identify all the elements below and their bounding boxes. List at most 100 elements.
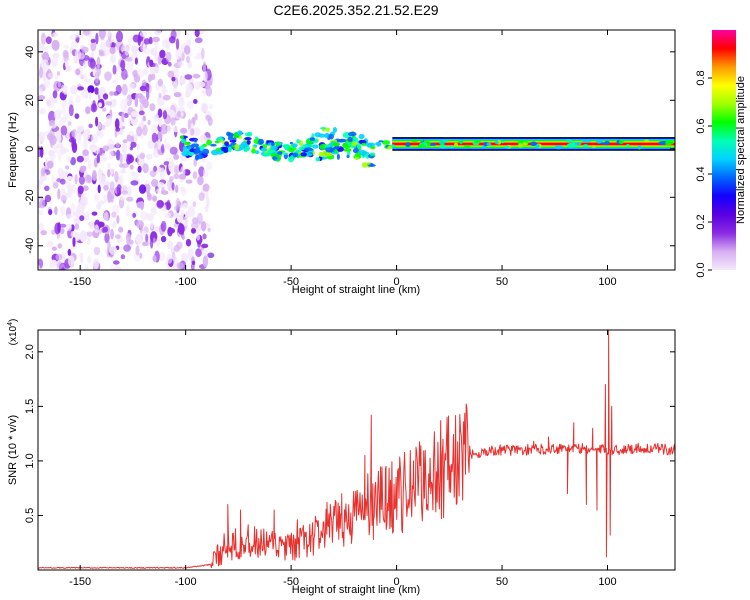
spectrogram-noise-blob xyxy=(202,183,210,192)
spectrogram-signal-blob xyxy=(391,144,395,148)
spectrogram-noise-blob xyxy=(85,211,89,222)
spectrogram-noise-blob xyxy=(63,112,69,121)
spectrogram-signal-blob xyxy=(378,140,384,143)
spectrogram-signal-blob xyxy=(361,142,367,146)
spectrogram-noise-blob xyxy=(190,128,195,136)
spectrogram-noise-blob xyxy=(115,84,122,95)
spectrogram-noise-blob xyxy=(79,230,88,243)
spectrogram-signal-blob xyxy=(304,147,314,151)
spectrogram-noise-blob xyxy=(84,94,89,99)
spectrogram-noise-blob xyxy=(140,102,144,113)
spectrogram-noise-blob xyxy=(126,134,132,142)
spectrogram-noise-blob xyxy=(168,160,175,173)
spectrogram-noise-blob xyxy=(194,30,200,38)
spectrogram-noise-blob xyxy=(52,90,58,99)
snr-x-ticks: -150 -100 -50 0 50 100 xyxy=(69,330,617,588)
spectrogram-noise-blob xyxy=(109,245,117,255)
spectrogram-noise-blob xyxy=(160,220,167,232)
spectrogram-noise-blob xyxy=(93,246,101,256)
spectrogram-noise-blob xyxy=(90,40,97,52)
spectrogram-noise-blob xyxy=(145,153,153,160)
colorbar-tick-label: 0.8 xyxy=(695,70,707,85)
spectrogram-noise-blob xyxy=(107,190,112,203)
snr-x-tick-label: 50 xyxy=(496,576,508,588)
spectrogram-noise-blob xyxy=(54,75,58,80)
spectrogram-signal-blob xyxy=(324,132,330,139)
spectrogram-signal-blob xyxy=(206,139,213,146)
spectrogram-signal-blob xyxy=(535,144,540,149)
spectrogram-noise-blob xyxy=(149,103,156,112)
spectrogram-noise-blob xyxy=(144,69,148,76)
spectrogram-noise-blob xyxy=(76,155,84,163)
spectrogram-noise-blob xyxy=(152,237,156,244)
spectrogram-noise-blob xyxy=(52,181,59,189)
spectrogram-noise-blob xyxy=(57,261,64,270)
spectrogram-noise-blob xyxy=(197,81,206,88)
spectrogram-noise-blob xyxy=(116,184,122,196)
spectrogram-noise-blob xyxy=(197,240,202,248)
spectrogram-noise-blob xyxy=(126,94,133,107)
spectrogram-signal-blob xyxy=(501,140,505,144)
spectrogram-noise-blob xyxy=(77,86,84,91)
spectrogram-noise-blob xyxy=(165,51,172,62)
spectrogram-noise-blob xyxy=(109,91,114,96)
spectrogram-noise-blob xyxy=(163,137,167,148)
spectrogram-signal-blob xyxy=(626,144,630,147)
snr-frame xyxy=(37,329,676,571)
spectrogram-noise-blob xyxy=(38,222,44,233)
spectrogram-noise-blob xyxy=(166,199,171,211)
spectrogram-y-tick-label: 20 xyxy=(24,94,36,106)
spectrogram-noise-blob xyxy=(150,170,157,178)
spectrogram-signal-blob xyxy=(454,142,458,147)
spectrogram-signal-blob xyxy=(237,130,243,136)
spectrogram-x-tick-label: 0 xyxy=(394,276,400,288)
spectrogram-noise-blob xyxy=(104,71,112,81)
spectrogram-noise-blob xyxy=(38,179,42,191)
spectrogram-noise-blob xyxy=(158,92,162,99)
spectrogram-noise-blob xyxy=(79,215,85,222)
spectrogram-noise-blob xyxy=(68,104,74,117)
spectrogram-noise-blob xyxy=(122,139,128,144)
snr-x-tick-label: -50 xyxy=(283,576,299,588)
spectrogram-noise-blob xyxy=(56,71,61,76)
spectrogram-noise-blob xyxy=(195,248,202,258)
spectrogram-signal-blob xyxy=(227,132,234,138)
spectrogram-noise-blob xyxy=(94,224,99,234)
spectrogram-noise-blob xyxy=(100,152,107,163)
spectrogram-noise-blob xyxy=(83,30,91,36)
spectrogram-noise-blob xyxy=(103,184,109,191)
spectrogram-noise-blob xyxy=(166,240,173,250)
spectrogram-noise-blob xyxy=(38,264,41,270)
spectrogram-signal-blob xyxy=(491,146,496,149)
spectrogram-noise-blob xyxy=(60,252,66,262)
spectrogram-noise-blob xyxy=(163,161,170,166)
spectrogram-noise-blob xyxy=(160,235,167,243)
spectrogram-noise-blob xyxy=(134,57,138,65)
spectrogram-signal-blob xyxy=(320,127,327,130)
snr-y-tick-label: 2.0 xyxy=(24,344,36,359)
spectrogram-noise-blob xyxy=(186,39,192,47)
spectrogram-noise-blob xyxy=(57,134,62,144)
spectrogram-noise-blob xyxy=(57,243,63,249)
spectrogram-noise-blob xyxy=(140,118,144,130)
snr-y-tick-label: 1.0 xyxy=(24,453,36,468)
spectrogram-noise-blob xyxy=(132,212,137,218)
spectrogram-noise-blob xyxy=(38,209,44,216)
spectrogram-noise-blob xyxy=(141,241,149,247)
spectrogram-noise-blob xyxy=(97,130,105,139)
spectrogram-noise-blob xyxy=(67,121,72,126)
spectrogram-noise-blob xyxy=(167,70,175,78)
spectrogram-noise-blob xyxy=(39,146,44,158)
spectrogram-signal-blob xyxy=(295,149,301,153)
snr-y-multiplier-exponent: 4 xyxy=(7,322,14,326)
spectrogram-noise-blob xyxy=(151,132,158,143)
spectrogram-noise-blob xyxy=(180,127,188,134)
spectrogram-noise-blob xyxy=(90,38,96,44)
spectrogram-noise-blob xyxy=(39,197,46,209)
spectrogram-signal-blob xyxy=(376,142,382,147)
spectrogram-noise-blob xyxy=(71,40,78,48)
spectrogram-noise-blob xyxy=(46,96,55,109)
spectrogram-noise-blob xyxy=(51,229,56,235)
spectrogram-signal-blob xyxy=(262,152,271,157)
spectrogram-signal-blob xyxy=(595,139,603,144)
